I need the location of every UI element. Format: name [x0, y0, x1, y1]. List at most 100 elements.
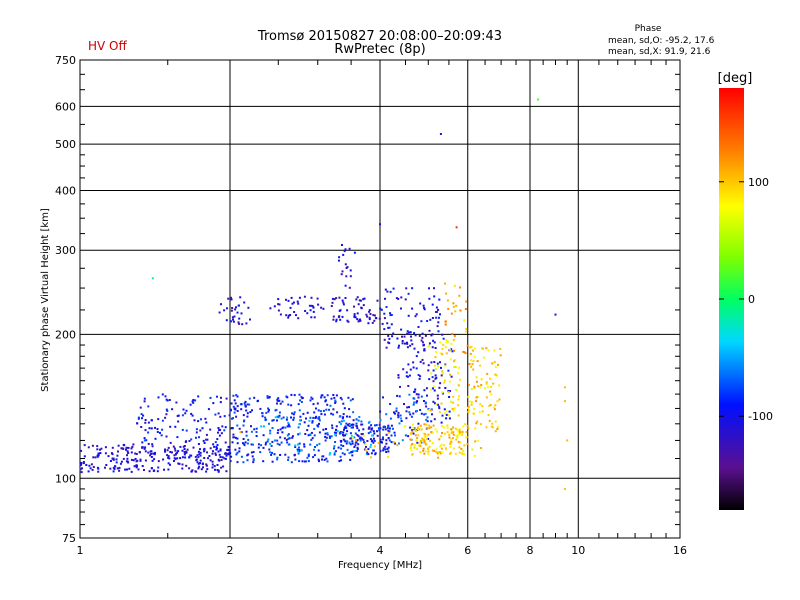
data-point — [418, 334, 421, 337]
data-point — [410, 335, 412, 338]
data-point — [311, 420, 314, 423]
data-point — [470, 359, 473, 362]
data-point — [409, 368, 412, 371]
data-point — [207, 457, 209, 460]
data-point — [416, 400, 419, 403]
data-point — [422, 344, 425, 346]
data-point — [320, 413, 323, 416]
data-point — [174, 458, 177, 461]
data-point — [450, 342, 453, 345]
data-point — [80, 471, 83, 474]
data-point — [438, 298, 441, 301]
data-point — [266, 440, 269, 443]
y-tick-label: 200 — [55, 328, 76, 341]
data-point — [246, 403, 249, 406]
data-point — [343, 427, 346, 429]
data-point — [231, 441, 234, 444]
data-point — [238, 322, 241, 325]
data-point — [270, 453, 273, 456]
data-point — [436, 325, 439, 328]
data-point — [455, 304, 458, 307]
data-point — [287, 456, 290, 459]
chart-title: Tromsø 20150827 20:08:00–20:09:43 — [257, 29, 502, 44]
data-point — [164, 449, 166, 452]
data-point — [184, 456, 187, 459]
data-point — [349, 458, 352, 461]
data-point — [445, 292, 448, 295]
data-point — [298, 450, 301, 453]
data-point — [473, 356, 476, 359]
data-point — [351, 440, 354, 443]
data-point — [126, 468, 128, 471]
data-point — [286, 396, 289, 399]
data-point — [406, 346, 409, 349]
data-point — [265, 411, 268, 414]
data-point — [563, 400, 566, 403]
data-point — [290, 296, 293, 299]
data-point — [466, 436, 469, 439]
data-point — [339, 396, 342, 399]
data-point — [92, 466, 95, 468]
data-point — [405, 287, 408, 290]
data-point — [217, 470, 220, 473]
data-point — [118, 466, 121, 469]
data-point — [450, 312, 453, 315]
data-point — [310, 316, 313, 319]
data-point — [306, 429, 309, 432]
data-point — [354, 432, 357, 435]
data-point — [251, 455, 254, 458]
data-point — [490, 393, 493, 396]
data-point — [419, 375, 422, 378]
y-tick-label: 400 — [55, 184, 76, 197]
data-point — [427, 452, 430, 455]
data-point — [420, 412, 423, 415]
data-point — [342, 434, 345, 437]
data-point — [235, 394, 238, 397]
data-point — [244, 441, 247, 444]
data-point — [281, 431, 284, 434]
data-point — [416, 410, 418, 412]
data-point — [222, 465, 225, 468]
x-tick-label: 16 — [673, 544, 687, 557]
data-point — [242, 424, 245, 427]
data-point — [423, 441, 426, 444]
data-point — [323, 396, 326, 399]
data-point — [390, 314, 393, 316]
data-point — [252, 461, 255, 464]
data-point — [435, 310, 438, 313]
data-point — [128, 467, 131, 470]
data-point — [247, 453, 250, 456]
data-point — [184, 412, 187, 415]
data-point — [230, 309, 233, 312]
data-point — [321, 394, 324, 397]
data-point — [126, 454, 128, 457]
y-tick-label: 100 — [55, 472, 76, 485]
data-point — [313, 434, 316, 437]
data-point — [253, 428, 256, 431]
data-point — [360, 433, 363, 436]
data-point — [355, 424, 358, 427]
data-point — [434, 356, 437, 359]
data-point — [463, 453, 466, 455]
data-point — [450, 428, 453, 431]
data-point — [351, 454, 354, 457]
data-point — [428, 287, 430, 290]
data-point — [227, 297, 230, 300]
data-point — [422, 438, 425, 441]
data-point — [462, 350, 465, 353]
data-point — [99, 448, 101, 451]
data-point — [345, 427, 348, 430]
data-point — [335, 428, 338, 431]
data-point — [250, 430, 253, 433]
data-point — [334, 450, 337, 453]
data-point — [381, 441, 383, 444]
data-point — [188, 440, 191, 442]
data-point — [314, 446, 316, 448]
data-point — [436, 394, 439, 397]
data-point — [457, 372, 460, 375]
data-point — [227, 453, 230, 456]
data-point — [323, 458, 326, 461]
data-point — [322, 409, 325, 412]
data-point — [365, 313, 368, 316]
